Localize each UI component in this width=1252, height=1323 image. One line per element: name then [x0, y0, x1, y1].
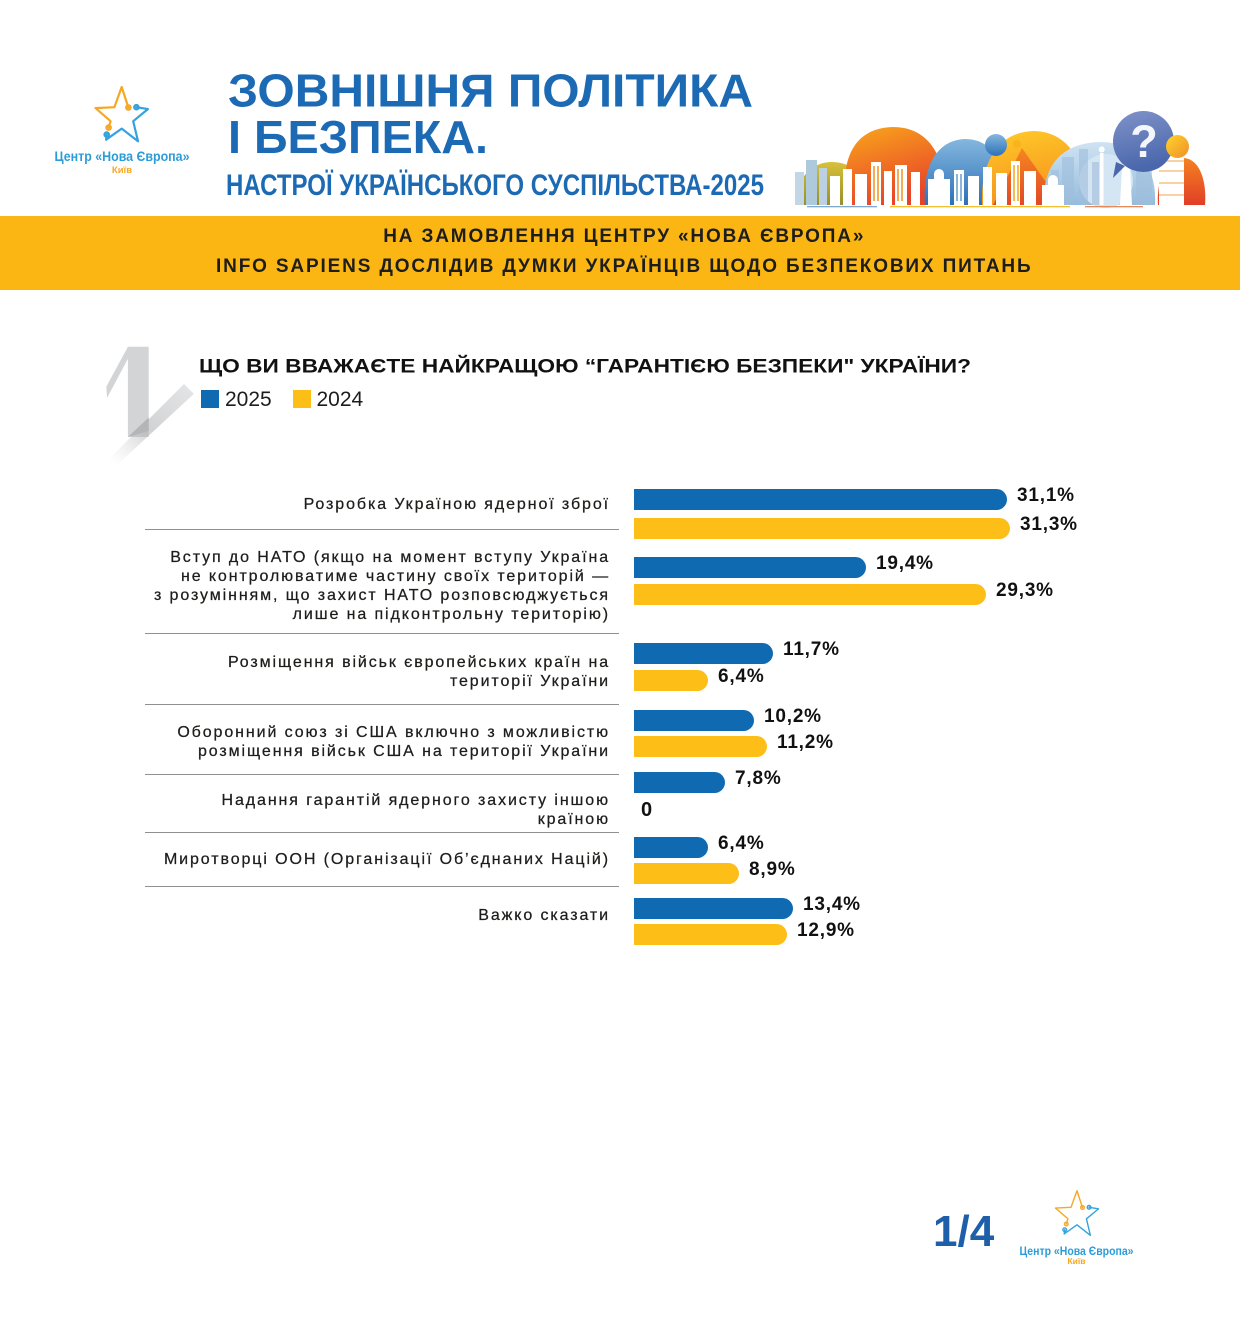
- svg-text:Київ: Київ: [112, 165, 132, 176]
- svg-text:Центр «Нова Європа»: Центр «Нова Європа»: [1020, 1246, 1134, 1258]
- svg-text:ЗОВНІШНЯ ПОЛІТИКА: ЗОВНІШНЯ ПОЛІТИКА: [228, 64, 753, 116]
- svg-text:І БЕЗПЕКА.: І БЕЗПЕКА.: [228, 111, 488, 163]
- svg-text:ЩО ВИ ВВАЖАЄТЕ НАЙКРАЩОЮ “ГАРА: ЩО ВИ ВВАЖАЄТЕ НАЙКРАЩОЮ “ГАРАНТІЄЮ БЕЗП…: [199, 353, 971, 377]
- svg-text:НАСТРОЇ УКРАЇНСЬКОГО СУСПІЛЬСТ: НАСТРОЇ УКРАЇНСЬКОГО СУСПІЛЬСТВА-2025: [226, 169, 764, 202]
- svg-text:Центр «Нова Європа»: Центр «Нова Європа»: [55, 149, 190, 164]
- svg-text:?: ?: [1130, 116, 1158, 167]
- svg-text:Київ: Київ: [1067, 1256, 1085, 1266]
